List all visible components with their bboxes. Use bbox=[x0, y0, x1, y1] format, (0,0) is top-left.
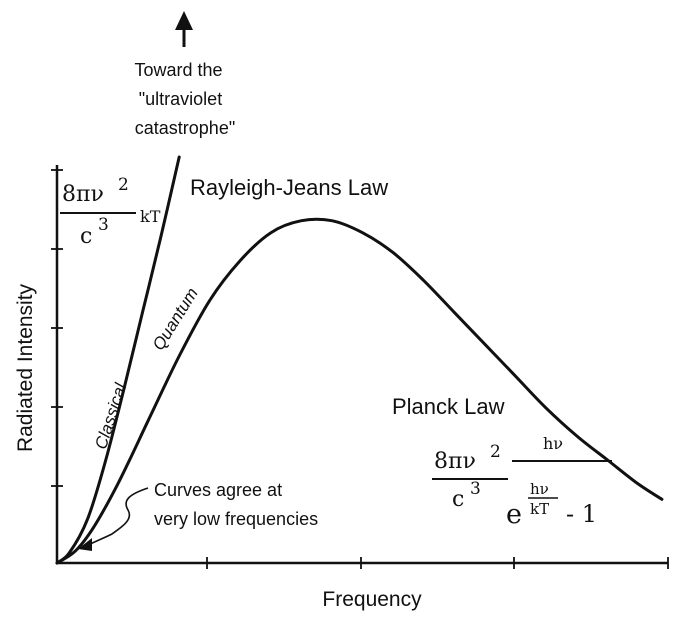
planck-numerator: 8πν bbox=[434, 449, 476, 474]
axes bbox=[51, 165, 669, 569]
y-axis-label: Radiated Intensity bbox=[14, 283, 37, 452]
x-axis-label: Frequency bbox=[322, 588, 422, 611]
planck-exp-base: e bbox=[506, 499, 522, 530]
planck-exp-denominator: kT bbox=[530, 500, 549, 518]
planck-frac-numerator: hν bbox=[543, 434, 563, 453]
rj-denominator-exponent: 3 bbox=[98, 215, 109, 235]
series-line-quantum bbox=[55, 217, 664, 565]
rj-kt: kT bbox=[140, 207, 161, 226]
planck-law-title: Planck Law bbox=[392, 394, 505, 419]
planck-minus-one: - 1 bbox=[566, 500, 597, 528]
planck-exp-numerator: hν bbox=[530, 480, 549, 498]
planck-numerator-exponent: 2 bbox=[490, 442, 501, 462]
rayleigh-jeans-formula: 8πν 2 c 3 kT bbox=[60, 175, 161, 249]
planck-denominator-exponent: 3 bbox=[470, 479, 481, 499]
rj-numerator: 8πν bbox=[62, 182, 104, 207]
series-line-classical bbox=[55, 155, 181, 565]
up-arrow-icon bbox=[175, 11, 193, 47]
rj-numerator-exponent: 2 bbox=[118, 175, 129, 195]
agree-label-line2: very low frequencies bbox=[154, 509, 318, 529]
callout-arrowhead-icon bbox=[78, 538, 92, 551]
agree-label-line1: Curves agree at bbox=[154, 480, 282, 500]
series-label-quantum: Quantum bbox=[149, 284, 202, 353]
ultraviolet-label: Toward the "ultraviolet catastrophe" bbox=[134, 60, 235, 138]
rayleigh-jeans-title: Rayleigh-Jeans Law bbox=[190, 175, 388, 200]
callout-pointer bbox=[85, 487, 149, 547]
series-label-classical: Classical bbox=[91, 380, 130, 452]
rj-denominator: c bbox=[80, 224, 92, 249]
planck-formula: 8πν 2 c 3 hν e hν kT - 1 bbox=[432, 434, 612, 530]
planck-denominator: c bbox=[452, 487, 464, 512]
